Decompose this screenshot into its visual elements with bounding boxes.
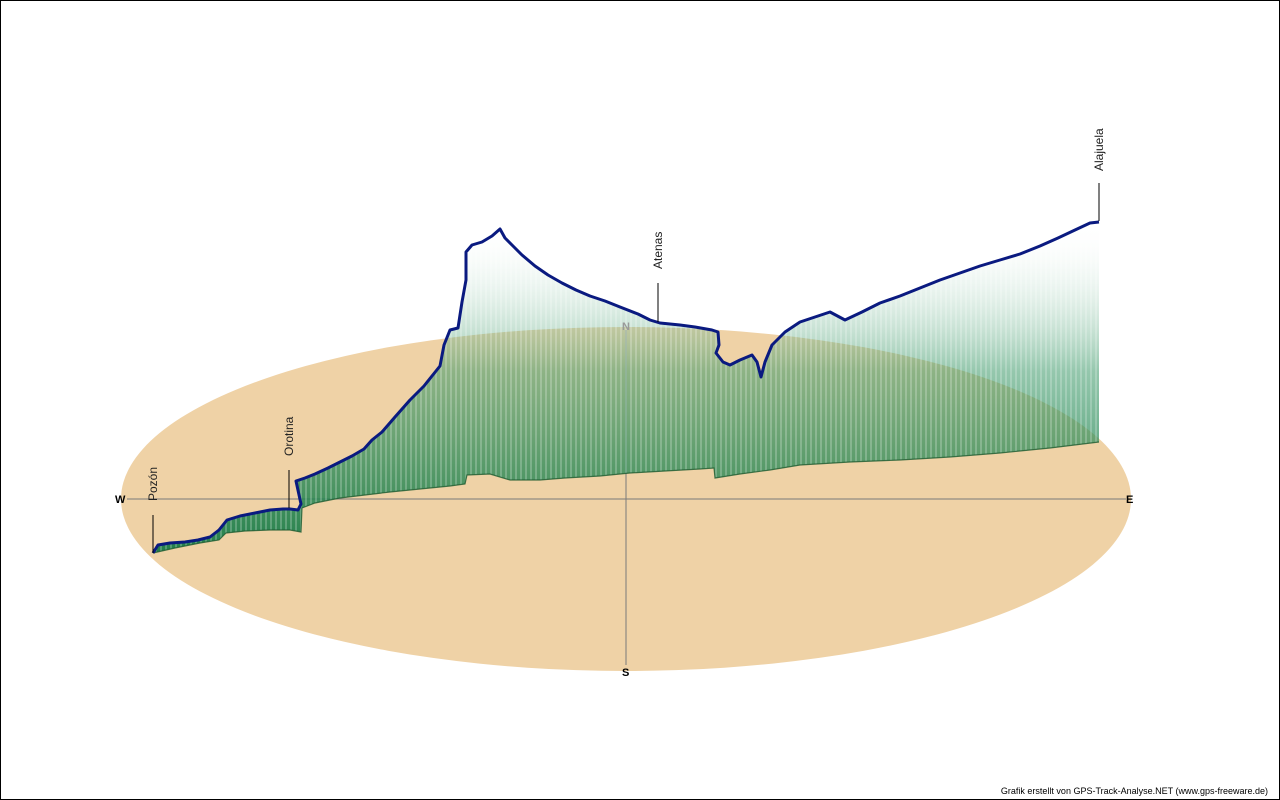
waypoint-atenas: Atenas [651,232,665,322]
waypoint-alajuela-label: Alajuela [1092,128,1106,171]
ground-track-line [152,441,1100,554]
compass-west-label: W [115,494,126,506]
credit-text: Grafik erstellt von GPS-Track-Analyse.NE… [1000,786,1268,796]
waypoint-atenas-label: Atenas [651,232,665,269]
elevation-curtain-texture [153,222,1099,553]
compass-north-label: N [622,321,630,333]
elevation-track-line [151,220,1100,554]
compass-east-label: E [1126,494,1133,506]
waypoint-alajuela: Alajuela [1092,128,1106,221]
waypoint-pozon-label: Pozón [146,467,160,501]
compass-south-label: S [622,667,629,679]
waypoint-orotina-label: Orotina [282,416,296,456]
waypoint-orotina: Orotina [282,416,296,508]
waypoint-pozon: Pozón [146,467,160,553]
